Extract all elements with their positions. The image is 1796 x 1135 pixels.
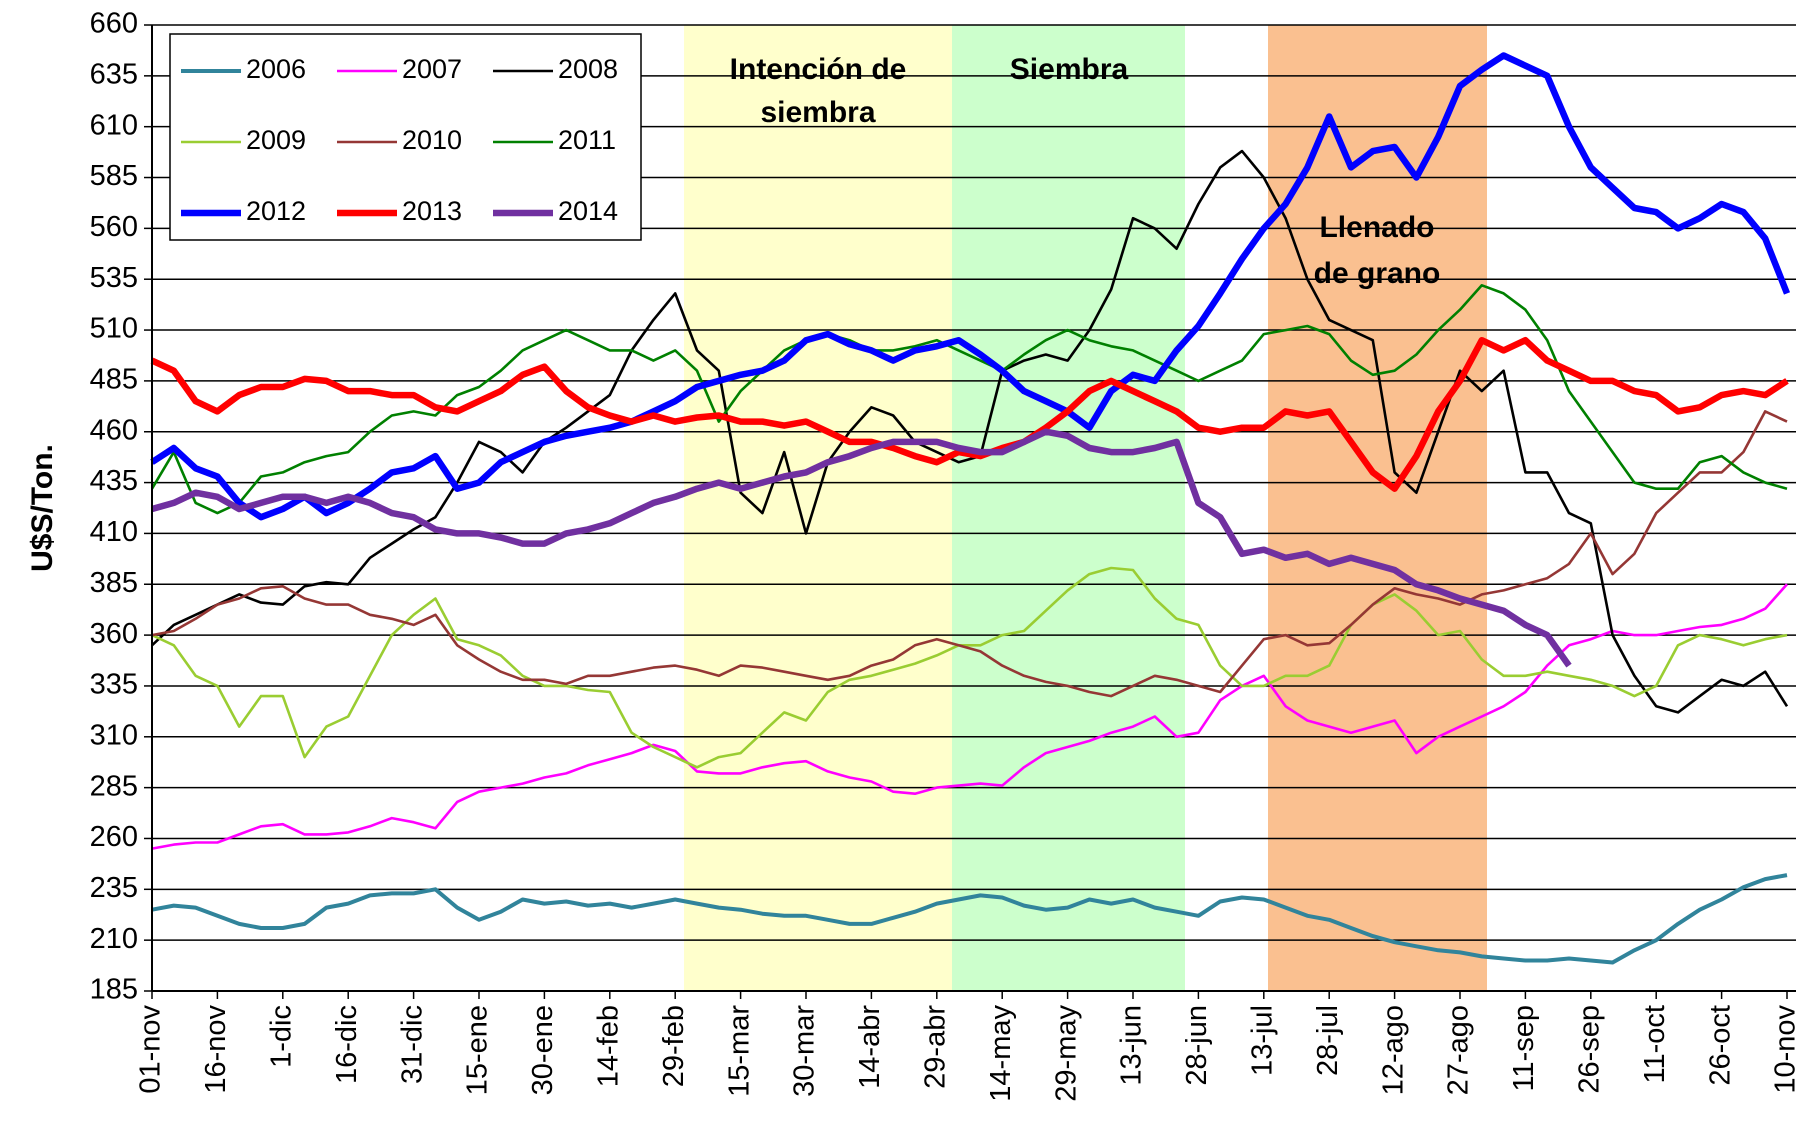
y-tick-label: 360: [90, 618, 138, 650]
phase-label: Llenado: [1319, 211, 1434, 244]
series-line: [150, 336, 1789, 492]
x-tick-label: 13-jul: [1246, 1005, 1278, 1076]
x-tick-label: 14-may: [985, 1005, 1017, 1102]
y-tick-label: 435: [90, 465, 138, 497]
x-tick-label: 28-jul: [1312, 1005, 1344, 1076]
y-tick-label: 285: [90, 770, 138, 802]
series-line: [151, 566, 1788, 769]
legend-label: 2010: [402, 125, 462, 155]
x-tick-label: 26-sep: [1573, 1005, 1605, 1094]
phase-band: [1268, 25, 1487, 991]
y-tick-label: 610: [90, 109, 138, 141]
y-tick-label: 410: [90, 516, 138, 548]
x-tick-label: 11-sep: [1508, 1005, 1540, 1092]
legend-box: [169, 33, 642, 241]
phase-bands: [684, 25, 1487, 991]
series-line: [150, 284, 1788, 515]
x-tick-label: 15-mar: [723, 1005, 755, 1097]
legend-label: 2011: [558, 125, 616, 155]
x-tick-label: 1-dic: [265, 1005, 297, 1068]
x-tick-label: 29-abr: [919, 1005, 951, 1089]
x-tick-label: 16-nov: [200, 1005, 232, 1094]
x-tick-label: 14-feb: [592, 1005, 624, 1087]
y-tick-label: 335: [90, 669, 138, 701]
phase-band: [684, 25, 952, 991]
series-line: [150, 52, 1791, 521]
x-tick-label: 29-may: [1050, 1005, 1082, 1102]
x-tick-label: 26-oct: [1704, 1005, 1736, 1086]
phase-band: [952, 25, 1185, 991]
x-tick-label: 13-jun: [1116, 1005, 1148, 1086]
y-tick-label: 510: [90, 313, 138, 345]
legend-label: 2008: [558, 54, 618, 84]
series-line: [151, 428, 1572, 668]
legend: 2006 2007 2008 2009 2010 2011 2012 2013 2014: [169, 33, 642, 241]
legend-label: 2009: [246, 125, 306, 155]
y-tick-label: 560: [90, 211, 138, 243]
x-tick-label: 16-dic: [331, 1005, 363, 1084]
series-line: [151, 873, 1788, 965]
legend-label: 2014: [558, 196, 618, 226]
y-tick-label: 310: [90, 719, 138, 751]
x-tick-label: 27-ago: [1443, 1005, 1475, 1095]
y-tick-label: 635: [90, 58, 138, 90]
legend-label: 2006: [246, 54, 306, 84]
x-tick-label: 31-dic: [396, 1005, 428, 1084]
x-tick-label: 14-abr: [854, 1005, 886, 1089]
phase-label: siembra: [760, 96, 875, 129]
phase-label: Intención de: [730, 53, 907, 86]
y-tick-label: 535: [90, 262, 138, 294]
x-tick-label: 30-ene: [527, 1005, 559, 1095]
y-tick-label: 210: [90, 923, 138, 955]
legend-label: 2007: [402, 54, 462, 84]
series-line: [151, 583, 1788, 850]
x-tick-label: 28-jun: [1181, 1005, 1213, 1086]
y-tick-label: 660: [90, 8, 138, 40]
y-tick-label: 185: [90, 974, 138, 1006]
y-tick-label: 385: [90, 567, 138, 599]
grid: [152, 24, 1796, 992]
y-tick-label: 485: [90, 364, 138, 396]
legend-label: 2013: [402, 196, 462, 226]
x-tick-label: 10-nov: [1770, 1005, 1796, 1094]
x-tick-label: 11-oct: [1639, 1005, 1671, 1083]
series-line: [151, 410, 1788, 698]
y-tick-label: 235: [90, 872, 138, 904]
x-tick-label: 12-ago: [1377, 1005, 1409, 1095]
x-tick-label: 29-feb: [658, 1005, 690, 1087]
legend-label: 2012: [246, 196, 306, 226]
x-tick-label: 30-mar: [789, 1005, 821, 1097]
y-axis-label: U$S/Ton.: [26, 444, 59, 572]
y-tick-label: 260: [90, 821, 138, 853]
y-tick-label: 460: [90, 414, 138, 446]
phase-label: de grano: [1314, 257, 1441, 290]
series-lines: [150, 52, 1791, 965]
x-tick-label: 15-ene: [462, 1005, 494, 1095]
y-tick-label: 585: [90, 160, 138, 192]
axes: 185 210 235 260 285 310 335 360 385 410 435 460 485 5…: [90, 8, 1796, 1102]
phase-label: Siembra: [1010, 53, 1129, 86]
x-tick-label: 01-nov: [135, 1005, 167, 1094]
